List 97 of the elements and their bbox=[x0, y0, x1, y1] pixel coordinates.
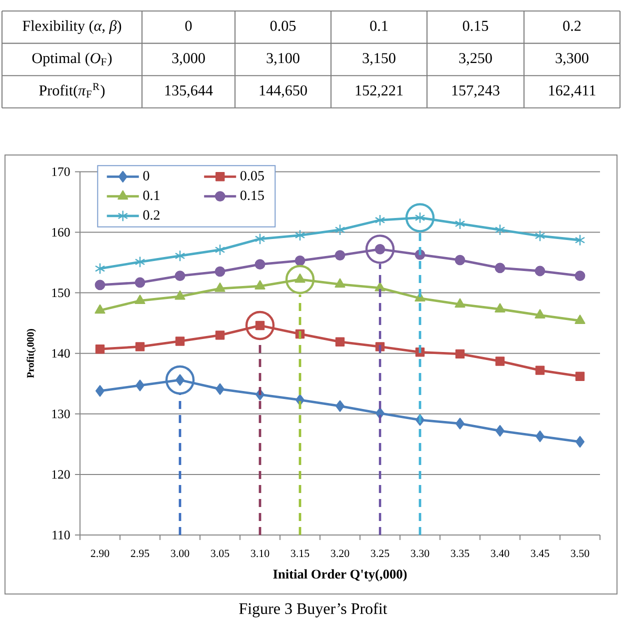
point bbox=[294, 229, 306, 242]
text: 3,300 bbox=[556, 53, 588, 66]
text: Flexibility (α, β) bbox=[22, 20, 122, 34]
text: 3,100 bbox=[266, 53, 300, 66]
point bbox=[214, 244, 226, 256]
legend-label: 0.15 bbox=[240, 190, 264, 200]
y-tick-label: 110 bbox=[52, 530, 70, 540]
point bbox=[374, 282, 386, 292]
x-tick-label: 3.30 bbox=[410, 550, 430, 558]
point bbox=[334, 250, 346, 260]
point bbox=[534, 266, 546, 276]
point bbox=[174, 290, 186, 300]
text: 0 bbox=[185, 20, 192, 31]
point bbox=[535, 366, 545, 375]
point bbox=[215, 330, 225, 340]
point bbox=[495, 356, 505, 366]
point bbox=[334, 224, 346, 236]
x-tick-label: 3.05 bbox=[210, 550, 230, 558]
text: 0.15 bbox=[462, 20, 488, 31]
point bbox=[134, 277, 146, 288]
point bbox=[456, 418, 464, 430]
point bbox=[135, 342, 145, 352]
x-tick-label: 2.90 bbox=[90, 550, 110, 558]
point bbox=[574, 270, 586, 282]
text: 0.1 bbox=[370, 20, 388, 31]
legend-label: 0.1 bbox=[143, 190, 160, 200]
caption: Figure 3 Buyer’s Profit bbox=[239, 602, 388, 618]
x-tick-label: 2.95 bbox=[130, 550, 150, 558]
text: 157,243 bbox=[452, 85, 500, 98]
point bbox=[254, 233, 266, 245]
text: 0.2 bbox=[563, 20, 581, 31]
text: 144,650 bbox=[260, 85, 307, 98]
point bbox=[94, 262, 106, 274]
point bbox=[574, 234, 586, 246]
point bbox=[174, 270, 186, 282]
y-tick-label: 160 bbox=[52, 228, 70, 237]
text: 152,221 bbox=[356, 85, 403, 98]
point bbox=[454, 218, 466, 230]
point bbox=[494, 303, 506, 312]
point bbox=[134, 294, 146, 304]
point bbox=[95, 344, 105, 354]
y-tick-label: 170 bbox=[52, 167, 70, 176]
text: 3,250 bbox=[459, 53, 492, 66]
x-tick-label: 3.45 bbox=[530, 550, 550, 558]
point bbox=[574, 314, 586, 324]
point bbox=[494, 262, 506, 274]
text: 0.05 bbox=[270, 20, 296, 31]
point bbox=[496, 425, 504, 437]
text: 162,411 bbox=[549, 85, 596, 98]
x-axis-title: Initial Order Q'ty(,000) bbox=[273, 569, 407, 582]
point bbox=[175, 336, 185, 346]
point bbox=[94, 280, 106, 290]
point bbox=[136, 380, 144, 392]
text: Optimal (O$_{F}$) bbox=[32, 52, 112, 66]
point bbox=[334, 278, 346, 288]
y-tick-label: 120 bbox=[52, 470, 70, 479]
point bbox=[335, 337, 345, 346]
text: 3,150 bbox=[362, 53, 396, 66]
x-tick-label: 3.40 bbox=[490, 550, 510, 558]
x-tick-label: 3.50 bbox=[570, 550, 590, 558]
point bbox=[534, 309, 546, 319]
legend-label: 0 bbox=[143, 171, 150, 180]
point bbox=[294, 256, 306, 266]
x-tick-label: 3.10 bbox=[250, 550, 270, 558]
x-tick-label: 3.25 bbox=[370, 550, 390, 558]
point bbox=[254, 280, 266, 290]
point bbox=[454, 254, 466, 266]
point bbox=[575, 372, 585, 381]
point bbox=[254, 259, 266, 270]
y-axis-title: Profit(,000) bbox=[26, 328, 36, 378]
y-tick-label: 150 bbox=[52, 288, 70, 298]
point bbox=[336, 400, 344, 412]
x-tick-label: 3.00 bbox=[170, 550, 190, 558]
text: Profit(π$_{F}$$^{R}$) bbox=[39, 83, 105, 99]
point bbox=[536, 430, 544, 442]
point bbox=[534, 230, 546, 242]
point bbox=[214, 282, 226, 292]
point bbox=[374, 214, 386, 226]
x-tick-label: 3.35 bbox=[450, 550, 470, 558]
legend-label: 0.05 bbox=[240, 171, 264, 180]
point bbox=[455, 349, 465, 359]
y-tick-label: 130 bbox=[52, 410, 70, 418]
legend-label: 0.2 bbox=[143, 210, 160, 220]
point bbox=[134, 256, 146, 268]
y-tick-label: 140 bbox=[52, 349, 70, 358]
point bbox=[494, 224, 506, 236]
point bbox=[94, 304, 106, 314]
point bbox=[216, 383, 224, 395]
text: 3,000 bbox=[172, 53, 205, 66]
point bbox=[174, 250, 186, 262]
point bbox=[214, 266, 226, 277]
point bbox=[96, 385, 104, 397]
point bbox=[576, 436, 584, 448]
x-tick-label: 3.15 bbox=[290, 550, 310, 558]
text: 135,644 bbox=[165, 85, 213, 98]
x-tick-label: 3.20 bbox=[330, 550, 350, 558]
point bbox=[454, 298, 466, 308]
